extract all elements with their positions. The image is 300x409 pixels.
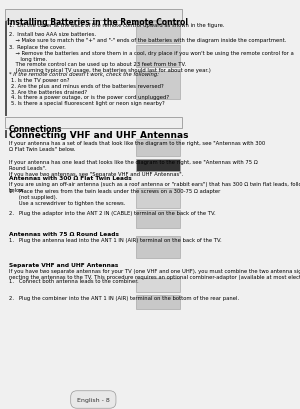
FancyBboxPatch shape xyxy=(136,189,180,209)
Text: Antennas with 75 Ω Round Leads: Antennas with 75 Ω Round Leads xyxy=(9,231,119,236)
FancyBboxPatch shape xyxy=(136,22,180,44)
Text: 1.  Lift the cover at the back of the remote control upward as shown in the figu: 1. Lift the cover at the back of the rem… xyxy=(9,23,224,28)
Text: Connecting VHF and UHF Antennas: Connecting VHF and UHF Antennas xyxy=(9,131,188,139)
FancyBboxPatch shape xyxy=(5,10,182,21)
Text: 2.   Plug the combiner into the ANT 1 IN (AIR) terminal on the bottom of the rea: 2. Plug the combiner into the ANT 1 IN (… xyxy=(9,295,239,300)
FancyBboxPatch shape xyxy=(136,46,180,68)
Bar xyxy=(5,131,7,139)
FancyBboxPatch shape xyxy=(136,236,180,258)
Text: If you are using an off-air antenna (such as a roof antenna or "rabbit ears") th: If you are using an off-air antenna (suc… xyxy=(9,182,300,192)
FancyBboxPatch shape xyxy=(5,118,182,129)
Text: If your antenna has one lead that looks like the diagram to the right, see "Ante: If your antenna has one lead that looks … xyxy=(9,160,257,176)
FancyBboxPatch shape xyxy=(136,211,180,229)
FancyBboxPatch shape xyxy=(136,278,180,292)
FancyBboxPatch shape xyxy=(136,72,180,100)
Text: 1.   Place the wires from the twin leads under the screws on a 300-75 Ω adapter
: 1. Place the wires from the twin leads u… xyxy=(9,189,220,205)
Bar xyxy=(5,22,7,117)
Text: 1. Is the TV power on?
2. Are the plus and minus ends of the batteries reversed?: 1. Is the TV power on? 2. Are the plus a… xyxy=(11,78,169,106)
Text: 1.   Connect both antenna leads to the combiner.: 1. Connect both antenna leads to the com… xyxy=(9,278,138,283)
Text: 3.  Replace the cover.
    → Remove the batteries and store them in a cool, dry : 3. Replace the cover. → Remove the batte… xyxy=(9,45,293,73)
Text: * If the remote control doesn't work, check the following:: * If the remote control doesn't work, ch… xyxy=(9,72,159,77)
FancyBboxPatch shape xyxy=(136,295,180,309)
Text: If you have two separate antennas for your TV (one VHF and one UHF), you must co: If you have two separate antennas for yo… xyxy=(9,268,300,279)
Text: If your antenna has a set of leads that look like the diagram to the right, see : If your antenna has a set of leads that … xyxy=(9,141,265,151)
Text: Connections: Connections xyxy=(9,125,62,134)
Text: 1.   Plug the antenna lead into the ANT 1 IN (AIR) terminal on the back of the T: 1. Plug the antenna lead into the ANT 1 … xyxy=(9,237,221,243)
Text: 2.  Install two AAA size batteries.
    → Make sure to match the "+" and "-" end: 2. Install two AAA size batteries. → Mak… xyxy=(9,32,286,43)
Text: Separate VHF and UHF Antennas: Separate VHF and UHF Antennas xyxy=(9,262,118,267)
Text: Antennas with 300 Ω Flat Twin Leads: Antennas with 300 Ω Flat Twin Leads xyxy=(9,175,131,180)
Text: English - 8: English - 8 xyxy=(77,397,110,402)
Text: 2.   Plug the adaptor into the ANT 2 IN (CABLE) terminal on the back of the TV.: 2. Plug the adaptor into the ANT 2 IN (C… xyxy=(9,211,215,216)
FancyBboxPatch shape xyxy=(136,139,180,157)
FancyBboxPatch shape xyxy=(136,160,180,172)
Text: Installing Batteries in the Remote Control: Installing Batteries in the Remote Contr… xyxy=(8,18,188,27)
